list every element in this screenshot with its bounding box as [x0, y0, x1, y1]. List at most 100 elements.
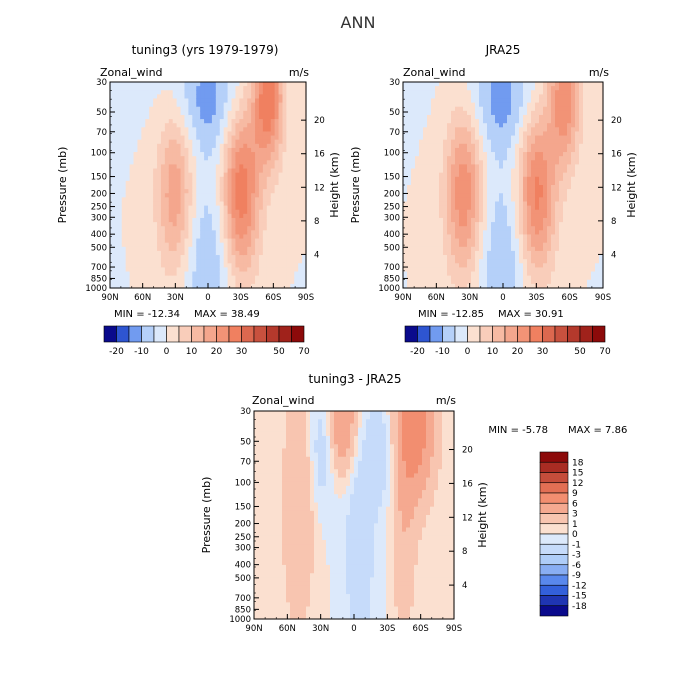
- heatmap-cell: [539, 98, 544, 104]
- heatmap-cell: [149, 160, 154, 165]
- heatmap-cell: [153, 222, 158, 227]
- heatmap-cell: [164, 201, 170, 207]
- heatmap-cell: [563, 189, 568, 194]
- heatmap-cell: [282, 172, 287, 178]
- heatmap-cell: [407, 102, 412, 108]
- heatmap-cell: [258, 135, 264, 141]
- heatmap-cell: [168, 193, 174, 198]
- heatmap-cell: [539, 185, 544, 190]
- heatmap-cell: [571, 205, 576, 211]
- heatmap-cell: [270, 234, 276, 240]
- heatmap-cell: [227, 160, 233, 165]
- heatmap-cell: [483, 205, 488, 211]
- heatmap-cell: [455, 217, 460, 223]
- heatmap-cell: [235, 259, 240, 264]
- heatmap-cell: [539, 147, 544, 153]
- heatmap-cell: [403, 255, 408, 260]
- heatmap-cell: [215, 86, 221, 91]
- heatmap-cell: [149, 234, 154, 240]
- heatmap-cell: [567, 201, 572, 207]
- heatmap-cell: [575, 123, 580, 128]
- heatmap-cell: [559, 209, 564, 215]
- heatmap-cell: [511, 143, 516, 149]
- heatmap-cell: [459, 102, 464, 108]
- heatmap-cell: [110, 176, 115, 182]
- heatmap-cell: [204, 230, 209, 236]
- heatmap-cell: [110, 143, 115, 149]
- heatmap-cell: [204, 164, 209, 170]
- heatmap-cell: [435, 189, 440, 194]
- heatmap-cell: [519, 189, 524, 194]
- heatmap-cell: [302, 234, 307, 240]
- heatmap-cell: [431, 213, 436, 219]
- heatmap-cell: [515, 176, 520, 182]
- heatmap-cell: [439, 222, 444, 227]
- heatmap-cell: [559, 255, 564, 260]
- heatmap-cell: [223, 267, 229, 273]
- heatmap-cell: [403, 267, 408, 273]
- heatmap-cell: [503, 267, 508, 273]
- heatmap-cell: [129, 185, 135, 190]
- heatmap-cell: [447, 168, 452, 174]
- heatmap-cell: [507, 139, 512, 145]
- heatmap-cell: [145, 131, 150, 137]
- heatmap-cell: [176, 114, 182, 120]
- heatmap-cell: [559, 193, 564, 198]
- heatmap-cell: [243, 217, 248, 223]
- heatmap-cell: [415, 205, 420, 211]
- heatmap-cell: [184, 102, 189, 108]
- heatmap-cell: [495, 189, 500, 194]
- heatmap-cell: [547, 106, 552, 112]
- heatmap-cell: [411, 131, 416, 137]
- heatmap-cell: [251, 152, 256, 157]
- heatmap-cell: [239, 172, 244, 178]
- heatmap-cell: [223, 234, 229, 240]
- heatmap-cell: [117, 275, 123, 281]
- heatmap-cell: [180, 110, 186, 116]
- heatmap-cell: [278, 160, 284, 165]
- heatmap-cell: [519, 131, 524, 137]
- y-tick-label: 200: [91, 189, 107, 199]
- heatmap-cell: [290, 201, 295, 207]
- heatmap-cell: [499, 172, 504, 178]
- heatmap-cell: [455, 82, 460, 87]
- heatmap-cell: [495, 94, 500, 100]
- heatmap-cell: [487, 201, 492, 207]
- heatmap-cell: [455, 119, 460, 124]
- heatmap-cell: [495, 222, 500, 227]
- heatmap-cell: [266, 267, 272, 273]
- heatmap-cell: [262, 222, 268, 227]
- heatmap-cell: [133, 143, 139, 149]
- heatmap-cell: [239, 168, 244, 174]
- heatmap-cell: [539, 156, 544, 161]
- heatmap-cell: [583, 156, 588, 161]
- heatmap-cell: [223, 238, 229, 244]
- heatmap-cell: [290, 275, 295, 281]
- heatmap-cell: [543, 82, 548, 87]
- heatmap-cell: [403, 185, 408, 190]
- heatmap-cell: [125, 255, 131, 260]
- heatmap-cell: [251, 176, 256, 182]
- heatmap-cell: [523, 172, 528, 178]
- heatmap-cell: [491, 193, 496, 198]
- heatmap-cell: [164, 176, 170, 182]
- heatmap-cell: [247, 143, 252, 149]
- heatmap-cell: [591, 110, 596, 116]
- heatmap-cell: [411, 86, 416, 91]
- heatmap-cell: [294, 267, 299, 273]
- heatmap-cell: [239, 234, 244, 240]
- heatmap-cell: [196, 189, 201, 194]
- heatmap-cell: [113, 172, 119, 178]
- heatmap-cell: [507, 263, 512, 268]
- heatmap-cell: [129, 209, 135, 215]
- heatmap-cell: [447, 234, 452, 240]
- heatmap-cell: [255, 168, 260, 174]
- heatmap-cell: [141, 230, 146, 236]
- heatmap-cell: [141, 197, 146, 203]
- heatmap-cell: [153, 250, 158, 256]
- heatmap-cell: [487, 180, 492, 186]
- heatmap-cell: [587, 172, 592, 178]
- heatmap-cell: [463, 238, 468, 244]
- heatmap-cell: [184, 172, 189, 178]
- heatmap-cell: [157, 90, 162, 95]
